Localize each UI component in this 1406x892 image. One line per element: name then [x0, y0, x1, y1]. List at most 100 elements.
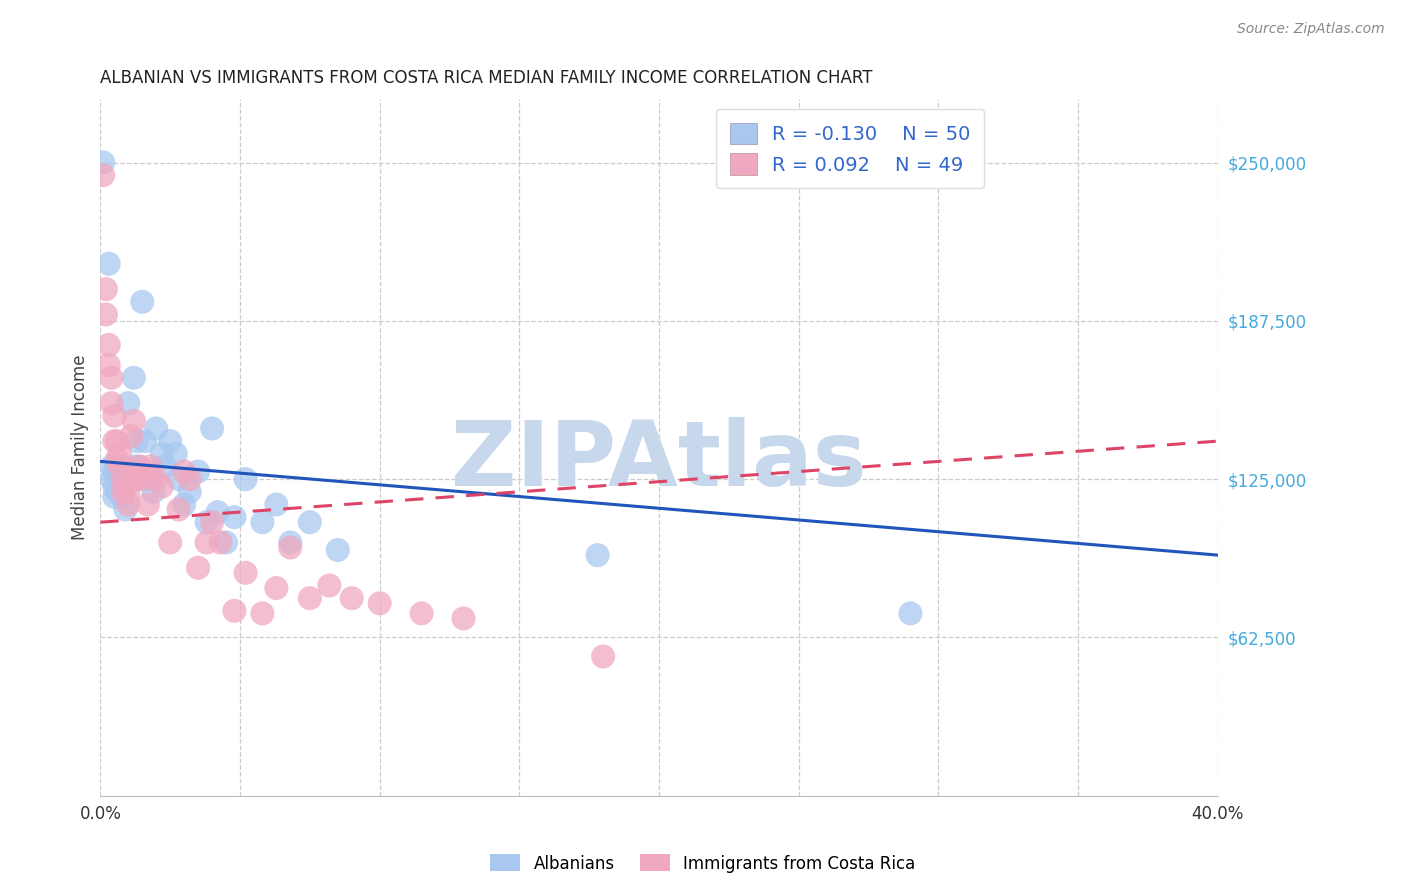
Point	[117, 484, 139, 499]
Point	[159, 434, 181, 449]
Point	[122, 414, 145, 428]
Point	[139, 472, 162, 486]
Point	[100, 472, 122, 486]
Point	[111, 472, 134, 486]
Point	[97, 338, 120, 352]
Point	[125, 434, 148, 449]
Point	[108, 447, 131, 461]
Y-axis label: Median Family Income: Median Family Income	[72, 355, 89, 541]
Point	[207, 505, 229, 519]
Point	[201, 515, 224, 529]
Legend: R = -0.130    N = 50, R = 0.092    N = 49: R = -0.130 N = 50, R = 0.092 N = 49	[716, 109, 984, 188]
Point	[173, 465, 195, 479]
Point	[592, 649, 614, 664]
Text: Source: ZipAtlas.com: Source: ZipAtlas.com	[1237, 22, 1385, 37]
Point	[108, 459, 131, 474]
Point	[150, 480, 173, 494]
Point	[136, 498, 159, 512]
Point	[94, 308, 117, 322]
Point	[97, 358, 120, 372]
Point	[298, 591, 321, 606]
Point	[91, 168, 114, 182]
Point	[145, 421, 167, 435]
Point	[187, 561, 209, 575]
Point	[224, 604, 246, 618]
Point	[139, 459, 162, 474]
Point	[136, 472, 159, 486]
Point	[103, 480, 125, 494]
Point	[100, 459, 122, 474]
Point	[114, 472, 136, 486]
Point	[298, 515, 321, 529]
Point	[103, 465, 125, 479]
Point	[108, 459, 131, 474]
Point	[103, 434, 125, 449]
Text: ALBANIAN VS IMMIGRANTS FROM COSTA RICA MEDIAN FAMILY INCOME CORRELATION CHART: ALBANIAN VS IMMIGRANTS FROM COSTA RICA M…	[100, 69, 873, 87]
Point	[195, 515, 218, 529]
Point	[117, 498, 139, 512]
Point	[134, 465, 156, 479]
Point	[318, 578, 340, 592]
Point	[179, 484, 201, 499]
Point	[167, 472, 190, 486]
Point	[108, 472, 131, 486]
Point	[120, 429, 142, 443]
Point	[209, 535, 232, 549]
Point	[111, 484, 134, 499]
Point	[100, 371, 122, 385]
Point	[453, 611, 475, 625]
Point	[105, 472, 128, 486]
Point	[128, 459, 150, 474]
Point	[125, 472, 148, 486]
Point	[153, 459, 176, 474]
Point	[131, 294, 153, 309]
Point	[117, 396, 139, 410]
Point	[252, 515, 274, 529]
Point	[150, 447, 173, 461]
Point	[187, 465, 209, 479]
Point	[117, 472, 139, 486]
Point	[103, 409, 125, 423]
Point	[326, 543, 349, 558]
Point	[105, 434, 128, 449]
Point	[266, 581, 288, 595]
Point	[105, 451, 128, 466]
Point	[340, 591, 363, 606]
Point	[103, 490, 125, 504]
Point	[122, 371, 145, 385]
Point	[368, 596, 391, 610]
Point	[278, 541, 301, 555]
Point	[167, 502, 190, 516]
Point	[900, 607, 922, 621]
Point	[266, 498, 288, 512]
Point	[235, 566, 257, 580]
Point	[179, 472, 201, 486]
Point	[128, 459, 150, 474]
Point	[195, 535, 218, 549]
Point	[201, 421, 224, 435]
Point	[105, 484, 128, 499]
Point	[125, 465, 148, 479]
Point	[586, 548, 609, 562]
Point	[411, 607, 433, 621]
Point	[105, 465, 128, 479]
Point	[142, 484, 165, 499]
Point	[235, 472, 257, 486]
Point	[278, 535, 301, 549]
Point	[224, 510, 246, 524]
Point	[111, 480, 134, 494]
Point	[111, 490, 134, 504]
Point	[134, 434, 156, 449]
Legend: Albanians, Immigrants from Costa Rica: Albanians, Immigrants from Costa Rica	[484, 847, 922, 880]
Point	[122, 459, 145, 474]
Point	[173, 498, 195, 512]
Point	[215, 535, 238, 549]
Point	[114, 480, 136, 494]
Point	[145, 472, 167, 486]
Point	[94, 282, 117, 296]
Point	[91, 155, 114, 169]
Point	[120, 465, 142, 479]
Point	[100, 396, 122, 410]
Point	[159, 535, 181, 549]
Text: ZIPAtlas: ZIPAtlas	[451, 417, 866, 506]
